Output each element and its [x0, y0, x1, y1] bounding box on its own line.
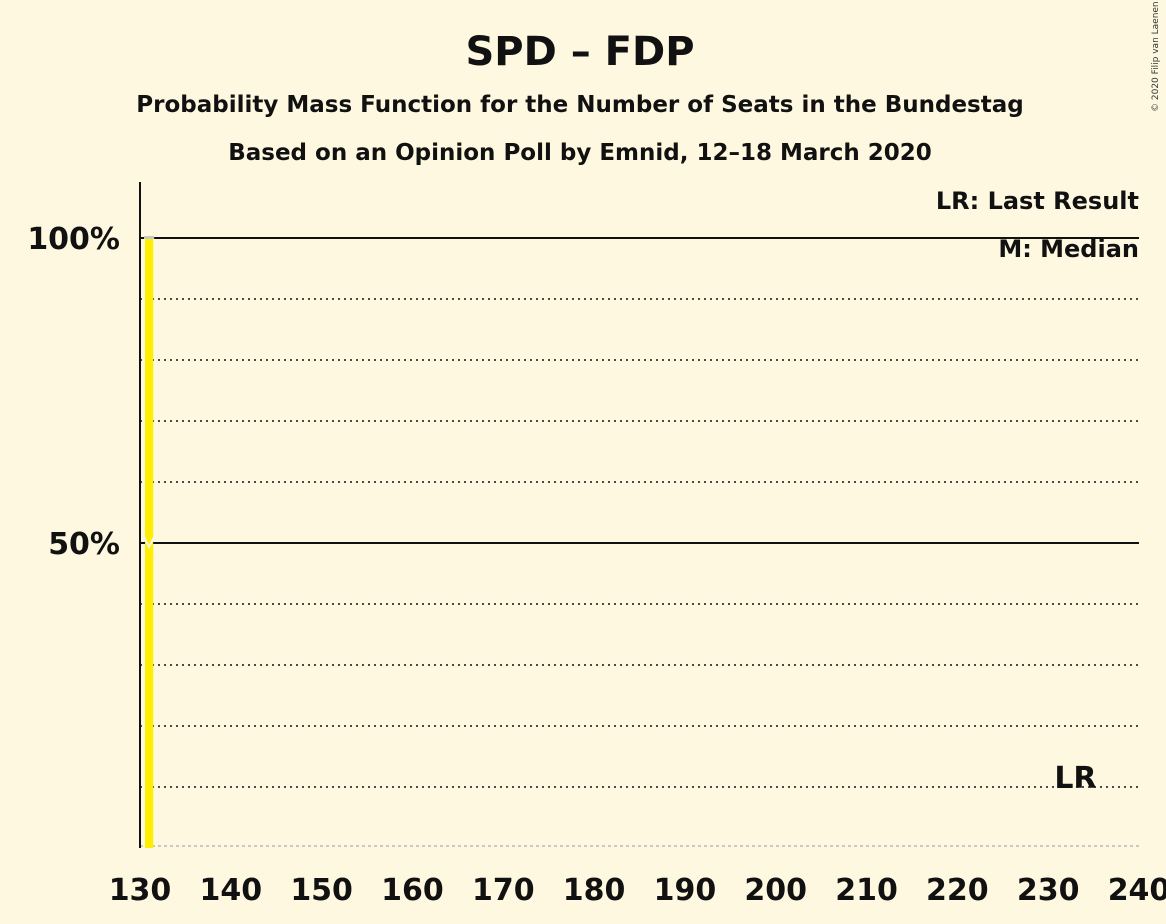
bar-cap — [143, 236, 155, 239]
legend-median: M: Median — [998, 235, 1139, 263]
x-tick-label: 130 — [109, 873, 172, 908]
chart-header: SPD – FDP Probability Mass Function for … — [136, 1, 1161, 166]
x-tick-labels: 130 140 150 160 170 180 190 200 210 220 230 240 — [109, 873, 1166, 908]
markers: LR — [143, 536, 1097, 796]
x-tick-label: 170 — [472, 873, 535, 908]
y-tick-labels: 50% 100% — [27, 222, 120, 562]
chart-title: SPD – FDP — [465, 29, 694, 75]
x-tick-label: 180 — [563, 873, 626, 908]
x-tick-label: 150 — [290, 873, 353, 908]
gridlines — [140, 237, 1139, 847]
x-tick-label: 200 — [744, 873, 807, 908]
bar — [144, 238, 154, 848]
copyright-note: © 2020 Filip van Laenen — [1151, 1, 1161, 112]
x-tick-label: 230 — [1017, 873, 1080, 908]
chart-subtitle: Probability Mass Function for the Number… — [136, 92, 1023, 118]
legend-last-result: LR: Last Result — [936, 187, 1139, 215]
y-tick-label: 100% — [27, 222, 120, 257]
bars — [143, 236, 155, 848]
x-tick-label: 240 — [1108, 873, 1166, 908]
legend: LR: Last Result M: Median — [936, 187, 1139, 263]
x-tick-label: 220 — [926, 873, 989, 908]
last-result-label: LR — [1054, 761, 1096, 796]
median-marker — [143, 536, 155, 550]
x-tick-label: 140 — [200, 873, 263, 908]
x-tick-label: 190 — [654, 873, 717, 908]
y-tick-label: 50% — [48, 527, 120, 562]
x-tick-label: 210 — [835, 873, 898, 908]
x-tick-label: 160 — [381, 873, 444, 908]
chart-subtitle-poll: Based on an Opinion Poll by Emnid, 12–18… — [228, 140, 932, 166]
